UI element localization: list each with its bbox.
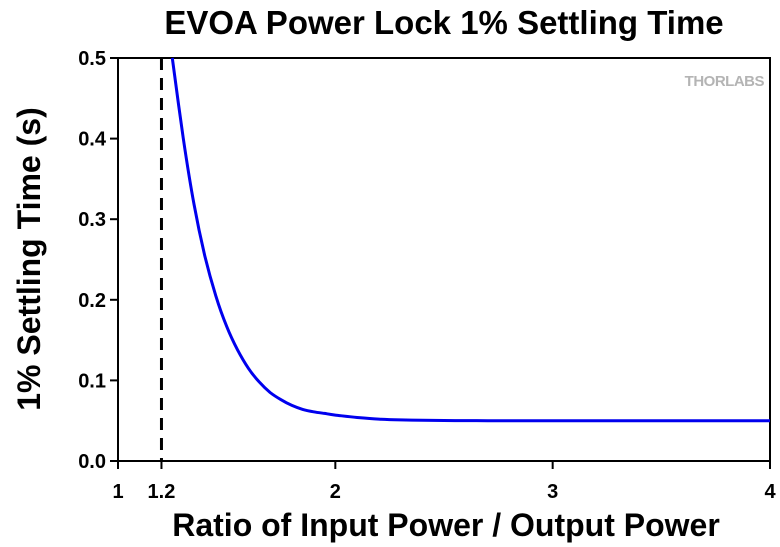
y-tick-label: 0.4 (78, 129, 107, 151)
x-tick-label: 1.2 (148, 481, 176, 503)
plot-area: 1 1.2 2 3 4 0.0 0.1 0.2 0.3 0.4 0.5 (78, 48, 776, 503)
x-tick-label: 1 (112, 481, 123, 503)
y-axis-label: 1% Settling Time (s) (11, 107, 47, 410)
y-tick-label: 0.0 (78, 451, 106, 473)
y-tick-label: 0.1 (78, 370, 106, 392)
x-tick-label: 2 (330, 481, 341, 503)
y-tick-label: 0.5 (78, 48, 106, 70)
y-tick-label: 0.2 (78, 290, 106, 312)
series-line-0 (170, 57, 770, 423)
chart-title: EVOA Power Lock 1% Settling Time (164, 4, 723, 41)
x-tick-label: 4 (764, 481, 776, 503)
x-axis-label: Ratio of Input Power / Output Power (172, 507, 720, 543)
y-tick-label: 0.3 (78, 209, 106, 231)
plot-frame (117, 57, 771, 462)
x-tick-label: 3 (547, 481, 558, 503)
thorlabs-watermark: THORLABS (685, 73, 765, 90)
